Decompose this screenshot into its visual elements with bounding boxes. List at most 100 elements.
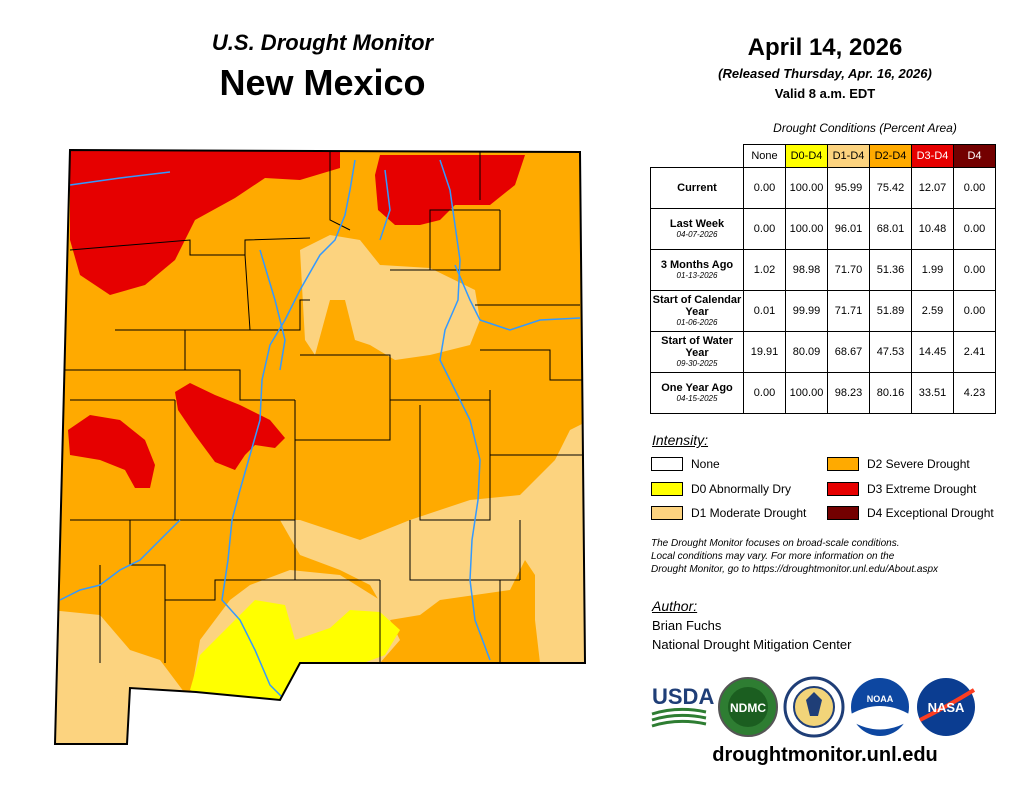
- pecos-river: [439, 159, 491, 661]
- note-line-1: The Drought Monitor focuses on broad-sca…: [651, 538, 900, 549]
- table-header-row: None D0-D4 D1-D4 D2-D4 D3-D4 D4: [650, 144, 996, 168]
- monitor-title: U.S. Drought Monitor: [211, 30, 434, 55]
- table-cell: 0.00: [953, 290, 996, 332]
- table-cell: 14.45: [911, 331, 954, 373]
- legend-swatch-d0: [651, 482, 683, 496]
- table-cell: 2.41: [953, 331, 996, 373]
- row-label-date: 01-13-2026: [676, 271, 718, 280]
- table-cell: 71.70: [827, 249, 870, 291]
- rio-grande: [221, 159, 356, 701]
- col-header-d3-d4: D3-D4: [911, 144, 954, 168]
- san-juan-river: [69, 171, 171, 186]
- d3-northwest: [70, 150, 340, 295]
- table-cell: 99.99: [785, 290, 828, 332]
- drought-conditions-table: None D0-D4 D1-D4 D2-D4 D3-D4 D4 Current 0…: [650, 144, 996, 414]
- table-cell: 19.91: [743, 331, 786, 373]
- legend-swatch-d2: [827, 457, 859, 471]
- canadian-river: [454, 264, 581, 331]
- gila-river: [59, 519, 181, 601]
- state-outline: [53, 148, 587, 745]
- legend-label-d4: D4 Exceptional Drought: [867, 506, 994, 520]
- row-label-text: Start of Water Year: [661, 335, 733, 359]
- table-cell: 80.16: [869, 372, 912, 414]
- table-cell: 33.51: [911, 372, 954, 414]
- legend-label-d3: D3 Extreme Drought: [867, 482, 977, 496]
- nasa-logo-text: NASA: [928, 700, 965, 715]
- table-cell: 0.00: [953, 167, 996, 209]
- table-cell: 100.00: [785, 167, 828, 209]
- legend-swatch-d1: [651, 506, 683, 520]
- d1-southeast: [280, 420, 585, 663]
- table-cell: 100.00: [785, 208, 828, 250]
- legend-label-d0: D0 Abnormally Dry: [691, 482, 792, 496]
- legend-item-d1: D1 Moderate Drought: [651, 505, 806, 521]
- table-cell: 2.59: [911, 290, 954, 332]
- table-cell: 0.00: [743, 208, 786, 250]
- legend-title: Intensity:: [652, 432, 709, 448]
- table-cell: 0.01: [743, 290, 786, 332]
- row-label-date: 01-06-2026: [676, 318, 718, 327]
- table-cell: 1.02: [743, 249, 786, 291]
- table-row: Start of Calendar Year 01-06-2026 0.01 99.9…: [650, 290, 996, 332]
- table-cell: 68.01: [869, 208, 912, 250]
- ndmc-logo-text: NDMC: [730, 701, 766, 715]
- author-name: Brian Fuchs: [652, 618, 722, 633]
- rio-puerco: [259, 249, 286, 371]
- row-label: Start of Water Year 09-30-2025: [650, 331, 744, 373]
- release-date: (Released Thursday, Apr. 16, 2026): [718, 66, 932, 81]
- col-header-d0-d4: D0-D4: [785, 144, 828, 168]
- noaa-logo-text: NOAA: [867, 694, 894, 704]
- col-header-d1-d4: D1-D4: [827, 144, 870, 168]
- legend-swatch-none: [651, 457, 683, 471]
- row-label: 3 Months Ago 01-13-2026: [650, 249, 744, 291]
- ndmc-logo: NDMC: [718, 677, 778, 737]
- state-title: New Mexico: [219, 62, 426, 103]
- table-cell: 68.67: [827, 331, 870, 373]
- row-label: Start of Calendar Year 01-06-2026: [650, 290, 744, 332]
- usda-logo: USDA: [651, 684, 714, 728]
- d3-west: [68, 415, 155, 488]
- col-header-d4: D4: [953, 144, 996, 168]
- row-label-text: 3 Months Ago: [660, 259, 734, 271]
- partner-logos: USDA NDMC NOAA NASA: [651, 676, 976, 738]
- row-label: One Year Ago 04-15-2025: [650, 372, 744, 414]
- county-boundaries: [65, 152, 585, 663]
- table-cell: 12.07: [911, 167, 954, 209]
- row-label-date: 04-15-2025: [676, 394, 718, 403]
- table-cell: 4.23: [953, 372, 996, 414]
- usda-logo-text: USDA: [652, 684, 714, 709]
- d1-north-central: [300, 235, 480, 360]
- nasa-logo: NASA: [917, 678, 976, 736]
- table-cell: 0.00: [953, 208, 996, 250]
- table-cell: 96.01: [827, 208, 870, 250]
- table-row: Start of Water Year 09-30-2025 19.91 80.09 6…: [650, 331, 996, 373]
- map-date: April 14, 2026: [747, 34, 903, 61]
- note-line-3: Drought Monitor, go to https://droughtmo…: [651, 564, 939, 575]
- table-cell: 75.42: [869, 167, 912, 209]
- note-line-2: Local conditions may vary. For more info…: [651, 551, 895, 562]
- table-cell: 0.00: [953, 249, 996, 291]
- row-label-text: One Year Ago: [661, 382, 733, 394]
- col-header-d2-d4: D2-D4: [869, 144, 912, 168]
- table-cell: 10.48: [911, 208, 954, 250]
- table-cell: 98.98: [785, 249, 828, 291]
- legend-swatch-d3: [827, 482, 859, 496]
- table-row: Last Week 04-07-2026 0.00 100.00 96.01 68.01 1…: [650, 208, 996, 250]
- table-cell: 0.00: [743, 372, 786, 414]
- table-row: Current 0.00 100.00 95.99 75.42 12.07 0.00: [650, 167, 996, 209]
- legend-item-d4: D4 Exceptional Drought: [827, 505, 994, 521]
- d3-central-west: [175, 383, 285, 470]
- disclaimer-note: The Drought Monitor focuses on broad-sca…: [651, 537, 1011, 576]
- table-cell: 47.53: [869, 331, 912, 373]
- table-cell: 95.99: [827, 167, 870, 209]
- table-cell: 71.71: [827, 290, 870, 332]
- table-cell: 51.36: [869, 249, 912, 291]
- table-cell: 51.89: [869, 290, 912, 332]
- legend-item-none: None: [651, 456, 720, 472]
- table-cell: 98.23: [827, 372, 870, 414]
- table-cell: 80.09: [785, 331, 828, 373]
- noaa-logo: NOAA: [851, 678, 909, 736]
- legend-item-d3: D3 Extreme Drought: [827, 481, 976, 497]
- website-link[interactable]: droughtmonitor.unl.edu: [712, 744, 938, 766]
- doc-seal-logo: [783, 676, 845, 738]
